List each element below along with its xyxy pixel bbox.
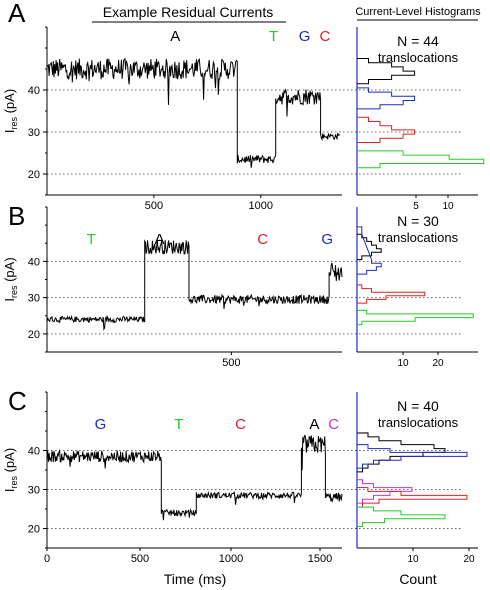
hist-series-A: [357, 58, 416, 85]
hist-x-tick-label: 20: [463, 554, 475, 565]
hist-series-C: [357, 116, 416, 143]
hist-series-C: [356, 284, 426, 304]
hist-x-tick-label: 10: [397, 358, 409, 369]
hist-series-C: [356, 487, 468, 508]
x-tick-label: 500: [145, 200, 163, 212]
hist-series-A: [356, 233, 382, 261]
trace-line: [46, 239, 343, 331]
x-tick-label: 1000: [219, 553, 243, 565]
base-label-G: G: [321, 231, 333, 248]
x-tick-label: 1000: [249, 200, 273, 212]
base-label-C: C: [257, 231, 268, 248]
base-label-C: C: [319, 28, 330, 45]
left-title: Example Residual Currents: [103, 4, 273, 20]
y-tick-label: 30: [28, 293, 40, 305]
hist-x-tick-label: 20: [432, 358, 444, 369]
hist-x-tick-label: 5: [413, 201, 419, 212]
x-tick-label: 1500: [308, 553, 332, 565]
base-label-C: C: [235, 416, 246, 433]
panel-letter: A: [8, 0, 26, 28]
trace-line: [46, 57, 341, 168]
x-axis-label-time: Time (ms): [164, 571, 226, 587]
x-tick-label: 500: [131, 553, 149, 565]
hist-series-G: [356, 226, 382, 275]
hist-translocations-label: translocations: [378, 415, 459, 430]
base-label-T: T: [174, 416, 183, 433]
y-tick-label: 30: [28, 485, 40, 497]
hist-series-T: [357, 150, 485, 169]
y-tick-label: 40: [28, 85, 40, 97]
right-title: Current-Level Histograms: [355, 6, 481, 18]
panel-A: A 20 30 40 Ires (pA) 500 1000 A T G C 5 10 N = 44tran…: [2, 0, 485, 212]
trace-line: [46, 434, 343, 521]
y-tick-label: 20: [28, 524, 40, 536]
hist-count-annotation: N = 44: [397, 33, 439, 49]
hist-series-G: [356, 444, 468, 469]
base-label-A: A: [309, 416, 319, 433]
hist-count-annotation: N = 30: [397, 213, 439, 229]
y-tick-label: 20: [28, 169, 40, 181]
hist-translocations-label: translocations: [378, 230, 459, 245]
y-tick-label: 20: [28, 329, 40, 341]
x-tick-label: 500: [222, 357, 240, 369]
y-tick-label: 40: [28, 446, 40, 458]
hist-x-tick-label: 10: [407, 554, 419, 565]
y-tick-label: 30: [28, 127, 40, 139]
y-axis-label: Ires (pA): [2, 448, 19, 492]
hist-count-annotation: N = 40: [397, 398, 439, 414]
y-axis-label: Ires (pA): [2, 257, 19, 301]
y-axis-label: Ires (pA): [2, 89, 19, 133]
x-axis-label-count: Count: [399, 571, 436, 587]
base-label-C: C: [328, 416, 339, 433]
hist-x-tick-label: 10: [442, 201, 454, 212]
panel-letter: C: [8, 386, 27, 416]
panel-letter: B: [8, 201, 25, 231]
hist-translocations-label: translocations: [378, 50, 459, 65]
y-tick-label: 40: [28, 256, 40, 268]
hist-series-T: [356, 309, 474, 326]
base-label-T: T: [269, 28, 278, 45]
base-label-G: G: [95, 416, 107, 433]
base-label-A: A: [154, 231, 164, 248]
hist-series-T: [356, 506, 446, 527]
base-label-G: G: [299, 28, 311, 45]
base-label-T: T: [87, 231, 96, 248]
hist-series-G: [357, 87, 416, 110]
x-tick-label: 0: [44, 553, 50, 565]
panel-B: B 20 30 40 Ires (pA) 500 T A C G 10 20 N = 30translo…: [2, 201, 478, 369]
base-label-A: A: [170, 28, 180, 45]
